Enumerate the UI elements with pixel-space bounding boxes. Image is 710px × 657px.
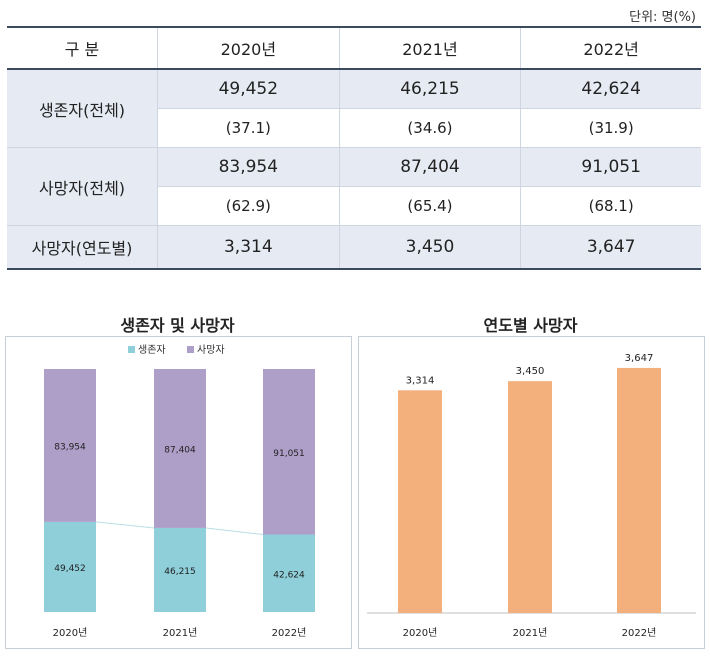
header-category: 구 분: [7, 26, 158, 70]
bar-survivors: [263, 534, 315, 612]
data-label-survivors: 49,452: [54, 564, 86, 574]
stacked-bar-chart: 생존자 사망자 49,452 83,954 2020년 46,215 87,404 2021년…: [44, 344, 315, 639]
table-cell: 49,452: [157, 69, 340, 109]
legend-swatch-survivors: [128, 346, 135, 353]
data-label-survivors: 46,215: [164, 567, 196, 577]
row-label-deaths-total: 사망자(전체): [7, 147, 158, 226]
data-label: 3,314: [406, 375, 435, 386]
table-cell: 42,624: [520, 69, 701, 109]
data-label-deaths: 83,954: [54, 442, 86, 452]
row-label-survivors: 생존자(전체): [7, 69, 158, 148]
data-label-deaths: 87,404: [164, 445, 196, 455]
series-line: [95, 521, 155, 529]
row-label-deaths-yearly: 사망자(연도별): [7, 225, 158, 270]
table-cell: 91,051: [520, 147, 701, 187]
x-tick-label: 2020년: [53, 627, 88, 639]
legend-label-survivors: 생존자: [138, 344, 166, 356]
legend-swatch-deaths: [187, 346, 194, 353]
yearly-chart-title: 연도별 사망자: [483, 316, 578, 335]
stacked-chart-title: 생존자 및 사망자: [120, 316, 235, 335]
x-tick-label: 2021년: [513, 627, 548, 639]
table-header-row: 구 분 2020년 2021년 2022년: [7, 26, 701, 70]
table-row: 사망자(연도별) 3,314 3,450 3,647: [7, 225, 701, 270]
table-cell: 3,450: [338, 225, 521, 270]
yearly-chart-panel: 3,314 2020년 3,450 2021년 3,647 2022년: [358, 336, 705, 649]
x-tick-label: 2022년: [622, 627, 657, 639]
legend-label-deaths: 사망자: [197, 344, 225, 356]
unit-label: 단위: 명(%): [629, 10, 696, 25]
bar-survivors: [154, 527, 206, 612]
table-cell: (37.1): [157, 108, 340, 148]
table-cell: (34.6): [338, 108, 521, 148]
bar-deaths: [154, 369, 206, 528]
data-label-survivors: 42,624: [273, 570, 305, 580]
header-2022: 2022년: [520, 26, 701, 70]
bar-deaths: [44, 369, 96, 522]
table-cell: (68.1): [520, 186, 701, 226]
stacked-chart-panel: 생존자 사망자 49,452 83,954 2020년 46,215 87,404 2021년…: [5, 336, 352, 649]
bar-deaths: [263, 369, 315, 535]
bar-yearly-deaths: [508, 381, 552, 613]
table-row: 사망자(전체) 83,954 87,404 91,051: [7, 147, 701, 226]
table-cell: 3,314: [157, 225, 340, 270]
table-row: (62.9) (65.4) (68.1): [7, 186, 701, 226]
data-label-deaths: 91,051: [273, 449, 305, 459]
bar-yearly-deaths: [617, 367, 661, 613]
statistics-table: 구 분 2020년 2021년 2022년 생존자(전체) 49,452 46,…: [7, 26, 701, 270]
table-cell: 83,954: [157, 147, 340, 187]
table-cell: 87,404: [338, 147, 521, 187]
data-label: 3,450: [516, 366, 545, 377]
table-row: (37.1) (34.6) (31.9): [7, 108, 701, 148]
x-tick-label: 2020년: [403, 627, 438, 639]
yearly-deaths-bar-chart: 3,314 2020년 3,450 2021년 3,647 2022년: [367, 353, 696, 639]
x-tick-label: 2021년: [163, 627, 198, 639]
table-cell: 46,215: [338, 69, 521, 109]
table-cell: 3,647: [520, 225, 701, 270]
x-tick-label: 2022년: [272, 627, 307, 639]
bar-survivors: [44, 521, 96, 612]
header-2021: 2021년: [338, 26, 521, 70]
table-cell: (31.9): [520, 108, 701, 148]
table-row: 생존자(전체) 49,452 46,215 42,624: [7, 69, 701, 148]
series-line: [205, 527, 264, 536]
table-cell: (65.4): [338, 186, 521, 226]
data-label: 3,647: [625, 353, 654, 364]
bar-yearly-deaths: [398, 390, 442, 613]
table-cell: (62.9): [157, 186, 340, 226]
header-2020: 2020년: [157, 26, 340, 70]
